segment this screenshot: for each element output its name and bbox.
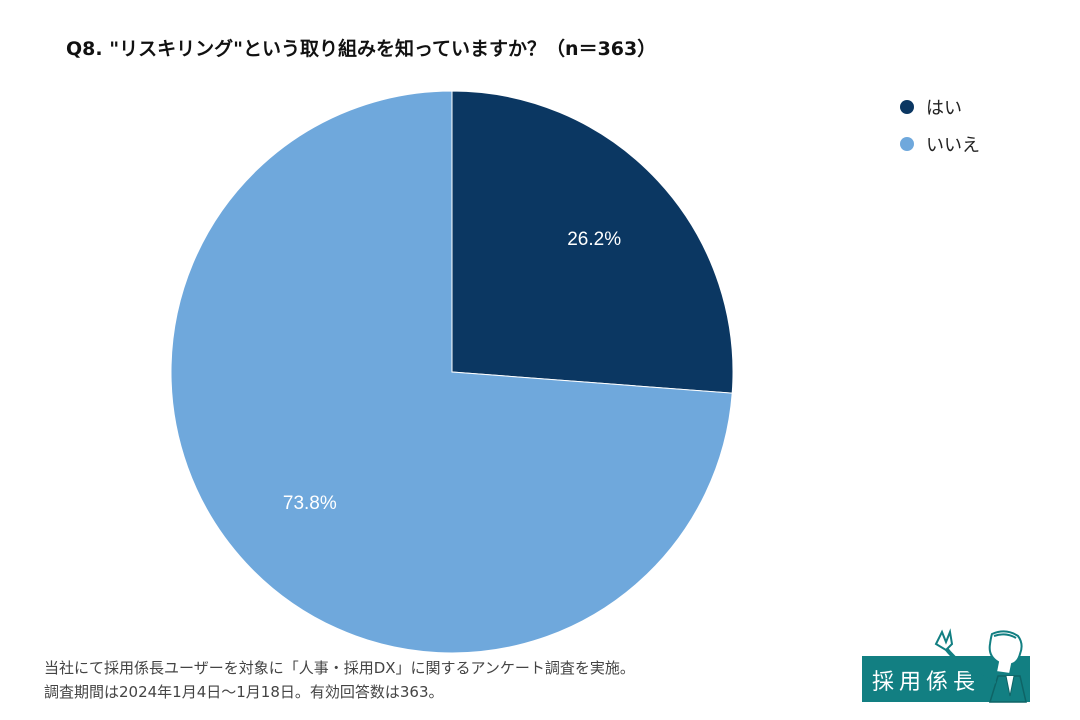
footnote-line-1: 当社にて採用係長ユーザーを対象に「人事・採用DX」に関するアンケート調査を実施。	[44, 659, 635, 677]
pie-slice-yes[interactable]	[451, 90, 734, 394]
legend-item-yes[interactable]: はい	[900, 92, 980, 122]
legend-swatch-no	[900, 137, 914, 151]
chart-title: Q8. "リスキリング"という取り組みを知っていますか？（n＝363）	[66, 38, 657, 60]
legend-label-no: いいえ	[926, 135, 980, 156]
brand-logo-text: 採用係長	[872, 670, 981, 695]
pie-slices	[170, 90, 734, 654]
logo-mascot-icon	[934, 628, 1027, 703]
footnote-line-2: 調査期間は2024年1月4日〜1月18日。有効回答数は363。	[44, 683, 444, 701]
pie-data-labels: 26.2% 73.8%	[283, 229, 621, 514]
legend: はい いいえ	[900, 92, 980, 166]
legend-swatch-yes	[900, 100, 914, 114]
pie-data-label-no: 73.8%	[283, 493, 337, 514]
pie-slice-no[interactable]	[170, 90, 733, 654]
legend-item-no[interactable]: いいえ	[900, 129, 980, 159]
pie-data-label-yes: 26.2%	[567, 229, 621, 250]
legend-label-yes: はい	[926, 98, 962, 119]
survey-footnote: 当社にて採用係長ユーザーを対象に「人事・採用DX」に関するアンケート調査を実施。…	[44, 656, 635, 704]
